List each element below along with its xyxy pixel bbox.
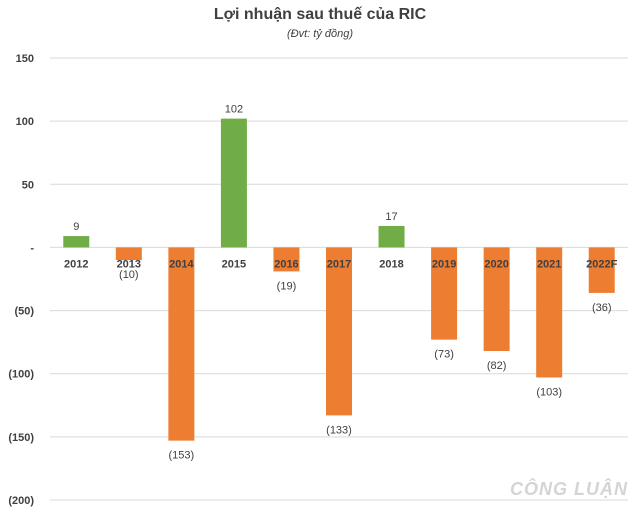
bar — [378, 225, 405, 248]
bar — [536, 247, 563, 378]
category-label: 2014 — [169, 258, 194, 270]
y-tick-label: 100 — [16, 116, 34, 128]
data-label: (10) — [119, 269, 139, 281]
data-label: 102 — [225, 104, 243, 116]
category-label: 2019 — [432, 258, 456, 270]
y-tick-label: 50 — [22, 179, 34, 191]
data-label: 9 — [73, 221, 79, 233]
y-tick-label: (150) — [8, 432, 34, 444]
y-tick-label: (50) — [14, 306, 34, 318]
data-label: (103) — [536, 387, 562, 399]
category-label: 2018 — [379, 258, 403, 270]
y-tick-label: - — [30, 242, 34, 254]
data-label: (73) — [434, 349, 454, 361]
y-tick-label: 150 — [16, 53, 34, 65]
data-label: (153) — [169, 450, 195, 462]
chart-title: Lợi nhuận sau thuế của RIC — [213, 6, 427, 23]
chart-subtitle: (Đvt: tỷ đồng) — [286, 28, 354, 40]
bar — [483, 247, 510, 351]
category-label: 2022F — [586, 258, 617, 270]
y-tick-label: (100) — [8, 369, 34, 381]
category-label: 2016 — [274, 258, 298, 270]
category-label: 2020 — [484, 258, 508, 270]
category-label: 2012 — [64, 258, 88, 270]
data-label: (36) — [592, 302, 612, 314]
bar — [431, 247, 458, 340]
bar — [588, 247, 615, 293]
bar — [115, 247, 142, 261]
y-tick-label: (200) — [8, 495, 34, 507]
watermark-logo: CÔNG LUẬN — [510, 479, 628, 499]
data-label: (82) — [487, 360, 507, 372]
category-label: 2013 — [117, 258, 141, 270]
data-label: (19) — [277, 280, 297, 292]
category-label: 2017 — [327, 258, 351, 270]
bar — [63, 236, 90, 248]
bar — [326, 247, 352, 416]
data-label: 17 — [385, 211, 397, 223]
bar — [220, 118, 247, 248]
bar — [168, 247, 195, 441]
data-label: (133) — [326, 424, 352, 436]
category-label: 2015 — [222, 258, 246, 270]
bar — [273, 247, 300, 272]
category-label: 2021 — [537, 258, 561, 270]
